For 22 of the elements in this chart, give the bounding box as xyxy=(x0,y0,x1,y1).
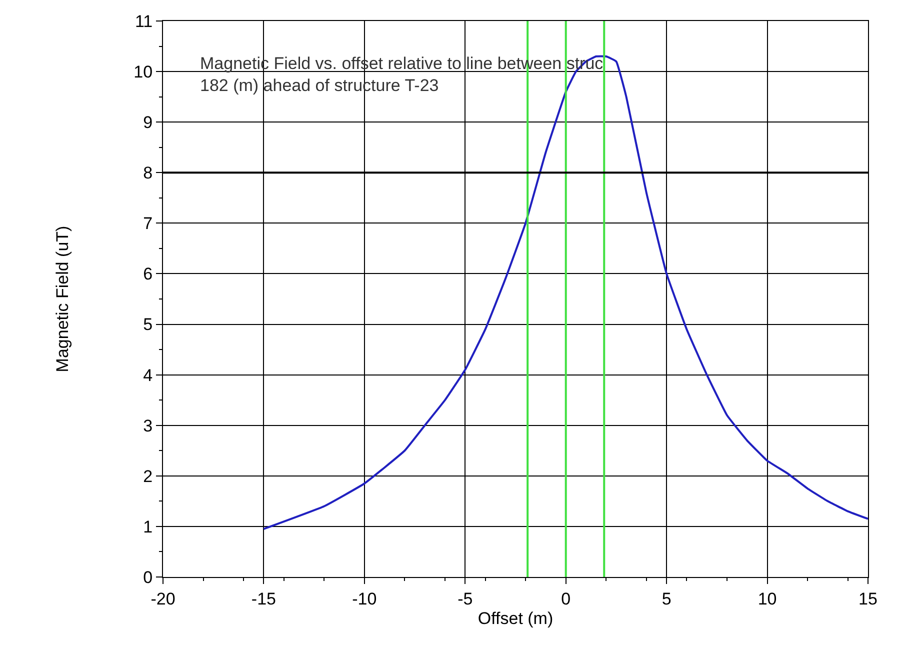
y-tick-label: 0 xyxy=(143,568,153,587)
x-tick-label: -5 xyxy=(458,589,473,608)
y-tick-label: 1 xyxy=(143,517,153,536)
x-tick-label: -10 xyxy=(352,589,377,608)
y-tick-label: 11 xyxy=(134,12,153,31)
y-axis-title: Magnetic Field (uT) xyxy=(53,226,72,372)
x-tick-label: 15 xyxy=(858,589,878,608)
y-tick-label: 5 xyxy=(143,315,153,334)
y-tick-label: 6 xyxy=(143,264,153,284)
x-tick-label: 10 xyxy=(758,589,777,608)
x-tick-label: -20 xyxy=(150,589,176,608)
x-tick-label: 5 xyxy=(662,589,672,608)
y-tick-label: 9 xyxy=(143,113,153,132)
x-axis-title: Offset (m) xyxy=(478,608,554,628)
y-tick-label: 10 xyxy=(134,62,153,82)
y-tick-label: 4 xyxy=(143,366,153,385)
y-tick-label: 3 xyxy=(143,416,153,436)
y-tick-label: 2 xyxy=(143,466,153,486)
y-tick-label: 8 xyxy=(143,164,153,183)
y-tick-label: 7 xyxy=(143,214,153,234)
x-tick-label: -15 xyxy=(251,589,276,608)
x-tick-label: 0 xyxy=(561,589,571,608)
